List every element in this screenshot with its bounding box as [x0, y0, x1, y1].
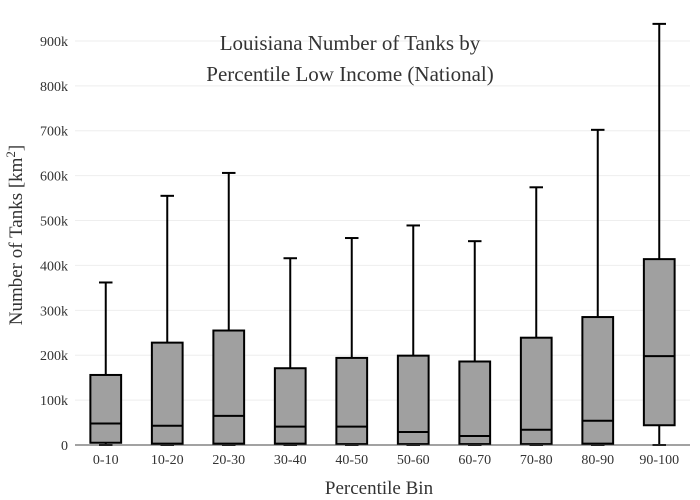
x-tick-label: 10-20 — [151, 453, 184, 468]
x-tick-label: 70-80 — [520, 453, 553, 468]
iqr-box — [335, 356, 369, 446]
y-tick-label: 900k — [40, 35, 68, 50]
x-axis-ticks: 0-10 10-20 20-30 30-40 40-50 50-60 60-70 70-80 8… — [93, 453, 679, 468]
iqr-box — [519, 336, 553, 446]
boxes — [89, 22, 676, 446]
box-group — [519, 186, 553, 446]
box-group — [458, 240, 492, 446]
iqr-box — [396, 354, 430, 446]
x-tick-label: 60-70 — [458, 453, 491, 468]
y-axis-ticks: 0 100k 200k 300k 400k 500k 600k 700k 800k 900k — [40, 35, 68, 454]
iqr-box — [642, 258, 676, 427]
iqr-box — [458, 360, 492, 446]
y-tick-label: 0 — [61, 439, 68, 454]
iqr-box — [581, 316, 615, 445]
box-group — [150, 194, 184, 446]
y-axis-title-close: ] — [6, 145, 27, 151]
box-group — [212, 171, 246, 446]
box-group — [581, 128, 615, 446]
y-tick-label: 400k — [40, 259, 68, 274]
y-axis-title: Number of Tanks [km2] — [3, 145, 27, 326]
y-axis-title-superscript: 2 — [3, 151, 18, 158]
x-tick-label: 40-50 — [335, 453, 368, 468]
iqr-box — [89, 373, 123, 444]
x-tick-label: 90-100 — [639, 453, 679, 468]
x-tick-label: 80-90 — [581, 453, 614, 468]
y-tick-label: 200k — [40, 349, 68, 364]
box-group — [335, 237, 369, 446]
iqr-box — [273, 367, 307, 445]
x-tick-label: 30-40 — [274, 453, 307, 468]
x-axis-title: Percentile Bin — [325, 478, 434, 499]
box-group — [396, 224, 430, 446]
y-tick-label: 300k — [40, 304, 68, 319]
iqr-box — [150, 341, 184, 445]
iqr-box — [212, 329, 246, 445]
y-tick-label: 800k — [40, 80, 68, 95]
x-tick-label: 50-60 — [397, 453, 430, 468]
chart-title-line-1: Louisiana Number of Tanks by — [220, 31, 481, 55]
y-tick-label: 700k — [40, 125, 68, 140]
x-tick-label: 0-10 — [93, 453, 119, 468]
y-tick-label: 100k — [40, 394, 68, 409]
y-tick-label: 500k — [40, 215, 68, 230]
y-tick-label: 600k — [40, 170, 68, 185]
chart-title-line-2: Percentile Low Income (National) — [206, 62, 493, 86]
y-axis-title-main: Number of Tanks [km — [6, 157, 27, 325]
box-group — [273, 257, 307, 446]
x-tick-label: 20-30 — [212, 453, 245, 468]
box-group — [89, 281, 123, 446]
box-group — [642, 22, 676, 446]
